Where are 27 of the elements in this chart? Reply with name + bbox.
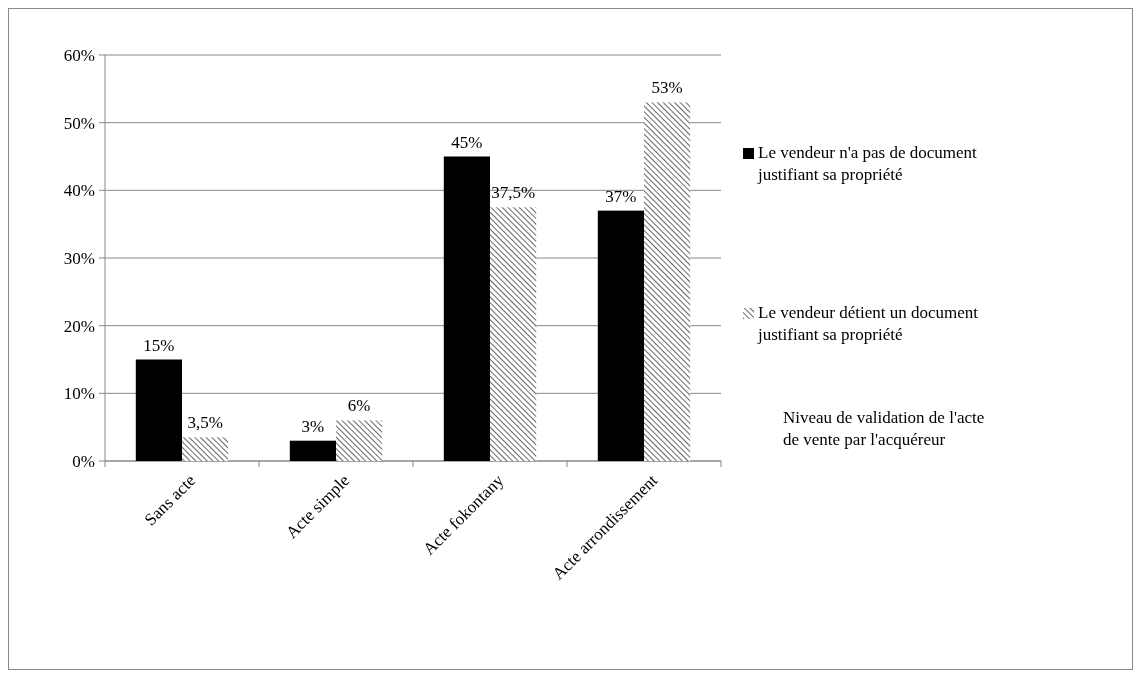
data-label: 37,5% [491,183,536,203]
y-tick-label: 30% [63,248,95,268]
data-label: 3,5% [187,413,223,433]
legend-label: Le vendeur détient un document justifiant sa propriété [757,303,979,344]
data-label: 15% [143,335,175,355]
x-tick-label: Sans acte [140,470,200,530]
legend-label: Le vendeur n'a pas de document justifiant sa propriété [757,143,978,184]
bar [182,437,229,461]
y-tick-label: 50% [63,113,95,133]
bar [135,359,182,461]
data-label: 37% [605,186,637,206]
y-tick-label: 60% [63,45,95,65]
bar [490,207,537,461]
y-tick-label: 20% [63,316,95,336]
bar [597,210,644,461]
y-tick-label: 10% [63,384,95,404]
bar [644,102,691,461]
data-label: 3% [301,416,325,436]
data-label: 53% [651,78,683,98]
bar [336,420,383,461]
y-tick-label: 0% [72,451,95,471]
bar [289,440,336,461]
data-label: 45% [451,132,483,152]
y-tick-label: 40% [63,181,95,201]
text: Niveau de validation de l'acte de vente par l'acquéreur [783,408,985,449]
bar [443,156,490,461]
data-label: 6% [347,396,371,416]
